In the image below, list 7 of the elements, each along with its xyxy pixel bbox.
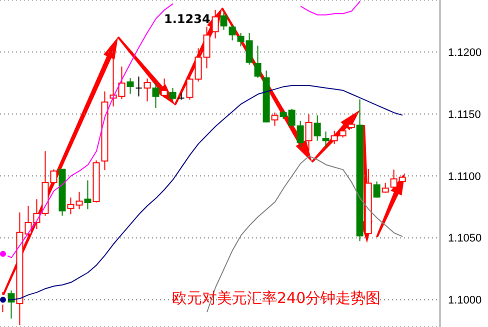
y-tick-label: 1.1050	[448, 232, 482, 245]
y-tick-label: 1.1000	[448, 294, 482, 307]
y-tick-label: 1.1100	[448, 170, 481, 183]
annotation: 欧元对美元汇率240分钟走势图	[172, 289, 381, 308]
y-tick-label: 1.1150	[448, 108, 481, 121]
annotation: 1.1234	[164, 12, 210, 26]
y-tick-label: 1.1200	[448, 46, 482, 59]
